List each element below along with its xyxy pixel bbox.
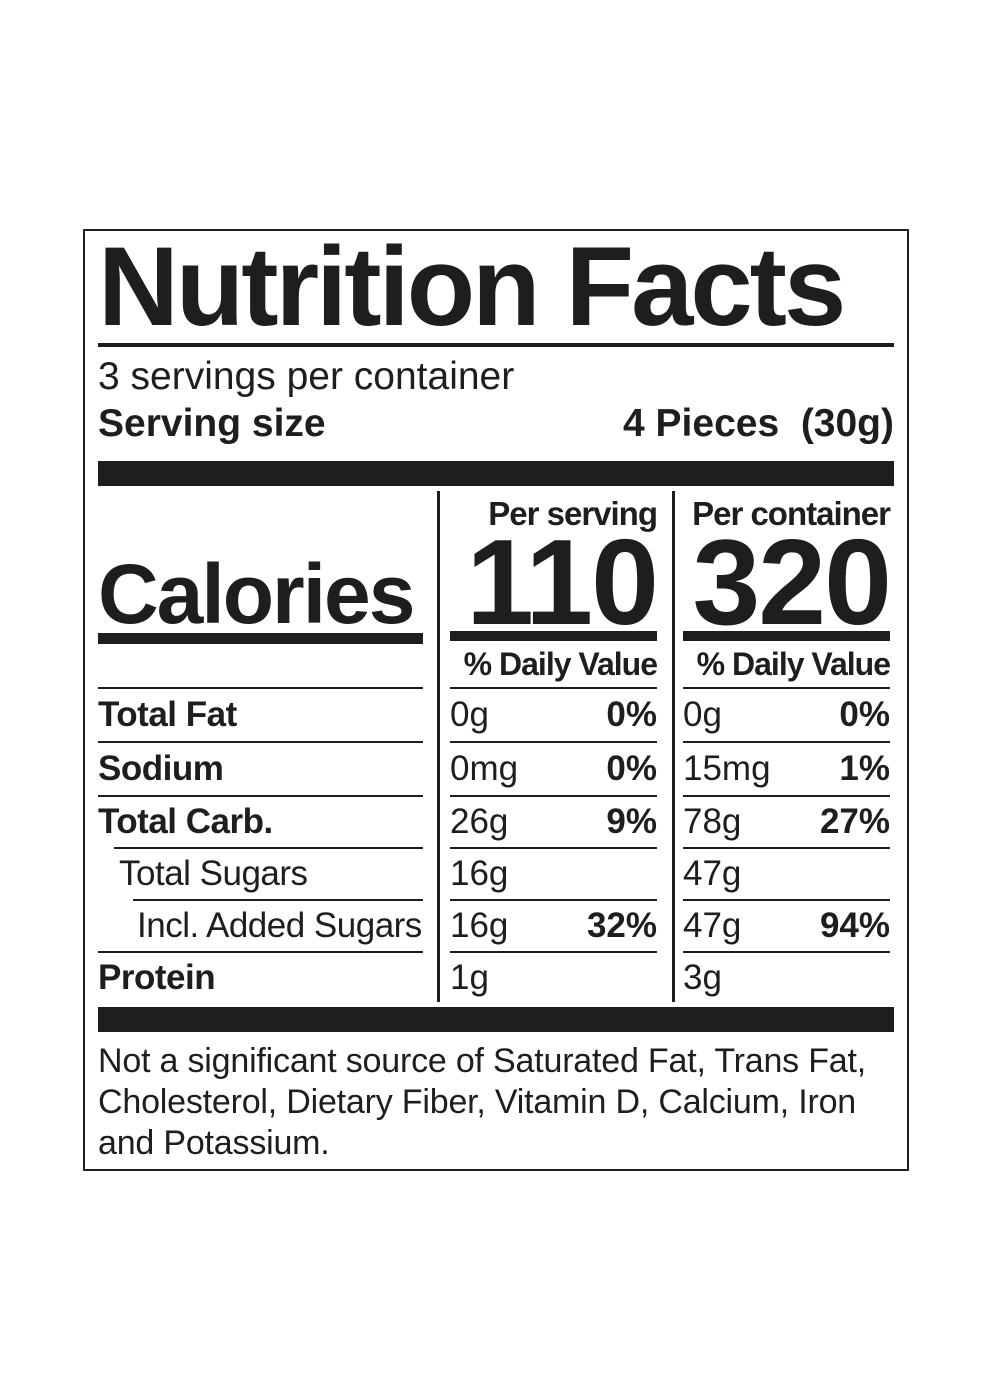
total-sugars-per-container: 47g bbox=[683, 847, 890, 899]
per-serving-daily-value-header: % Daily Value bbox=[463, 645, 658, 682]
total-carb-per-container: 78g 27% bbox=[683, 795, 890, 847]
nutrient-name-column: Calories Total Fat Sodium Total Carb. To… bbox=[98, 491, 437, 1002]
sodium-per-container: 15mg 1% bbox=[683, 741, 890, 795]
amount: 1g bbox=[450, 957, 489, 997]
title-divider-rule bbox=[98, 343, 894, 347]
calories-header-area: Calories bbox=[98, 491, 423, 687]
per-container-daily-value-header: % Daily Value bbox=[696, 645, 891, 682]
amount: 26g bbox=[450, 802, 509, 841]
calories-nutrients-table: Calories Total Fat Sodium Total Carb. To… bbox=[98, 491, 894, 1002]
column-divider-right bbox=[672, 491, 675, 1002]
amount: 16g bbox=[450, 854, 509, 893]
per-serving-header-area: Per serving 110 % Daily Value bbox=[450, 491, 659, 687]
added-sugars-per-container: 47g 94% bbox=[683, 899, 890, 951]
per-container-header: Per container bbox=[692, 494, 891, 532]
sodium-per-serving: 0mg 0% bbox=[450, 741, 657, 795]
amount: 0g bbox=[683, 695, 722, 734]
separator-bar-top bbox=[98, 461, 894, 486]
servings-per-container: 3 servings per container bbox=[98, 355, 515, 398]
added-sugars-per-serving: 16g 32% bbox=[450, 899, 657, 951]
footnote: Not a significant source of Saturated Fa… bbox=[98, 1042, 866, 1162]
total-fat-per-serving: 0g 0% bbox=[450, 687, 657, 741]
amount: 78g bbox=[683, 802, 742, 841]
calories-label: Calories bbox=[98, 547, 416, 642]
protein-per-container: 3g bbox=[683, 951, 890, 1002]
amount: 47g bbox=[683, 854, 742, 893]
row-name-total-carb: Total Carb. bbox=[98, 795, 423, 847]
per-serving-header: Per serving bbox=[488, 494, 658, 532]
per-container-column: Per container 320 % Daily Value 0g 0% 15… bbox=[672, 491, 894, 1002]
daily-value: 0% bbox=[606, 749, 657, 788]
per-serving-calories-value: 110 bbox=[466, 513, 659, 650]
row-name-total-sugars: Total Sugars bbox=[114, 847, 423, 899]
total-fat-per-container: 0g 0% bbox=[683, 687, 890, 741]
daily-value: 1% bbox=[839, 749, 890, 788]
column-divider-left bbox=[437, 491, 440, 1002]
serving-size-row: Serving size 4 Pieces (30g) bbox=[98, 399, 894, 449]
per-container-underline-rule bbox=[683, 630, 890, 642]
row-name-total-fat: Total Fat bbox=[98, 687, 423, 741]
calories-underline-rule bbox=[98, 633, 423, 644]
total-sugars-per-serving: 16g bbox=[450, 847, 657, 899]
amount: 16g bbox=[450, 906, 509, 945]
daily-value: 9% bbox=[606, 802, 657, 841]
amount: 15mg bbox=[683, 749, 771, 788]
row-name-sodium: Sodium bbox=[98, 741, 423, 795]
daily-value: 94% bbox=[819, 906, 890, 945]
row-name-added-sugars: Incl. Added Sugars bbox=[133, 899, 423, 951]
serving-size-label: Serving size bbox=[98, 402, 326, 445]
per-container-header-area: Per container 320 % Daily Value bbox=[683, 491, 892, 687]
daily-value: 32% bbox=[586, 906, 657, 945]
serving-size-value: 4 Pieces (30g) bbox=[623, 402, 894, 445]
daily-value: 27% bbox=[819, 802, 890, 841]
per-serving-column: Per serving 110 % Daily Value 0g 0% 0mg … bbox=[437, 491, 672, 1002]
row-name-protein: Protein bbox=[98, 951, 423, 1002]
amount: 47g bbox=[683, 906, 742, 945]
amount: 0mg bbox=[450, 749, 519, 788]
label-title: Nutrition Facts bbox=[98, 224, 846, 349]
amount: 0g bbox=[450, 695, 489, 734]
protein-per-serving: 1g bbox=[450, 951, 657, 1002]
daily-value: 0% bbox=[839, 695, 890, 734]
per-serving-underline-rule bbox=[450, 630, 657, 642]
per-container-calories-value: 320 bbox=[692, 513, 892, 650]
separator-bar-bottom bbox=[98, 1007, 894, 1032]
total-carb-per-serving: 26g 9% bbox=[450, 795, 657, 847]
nutrition-facts-label: Nutrition Facts 3 servings per container… bbox=[83, 229, 909, 1171]
amount: 3g bbox=[683, 957, 722, 997]
daily-value: 0% bbox=[606, 695, 657, 734]
